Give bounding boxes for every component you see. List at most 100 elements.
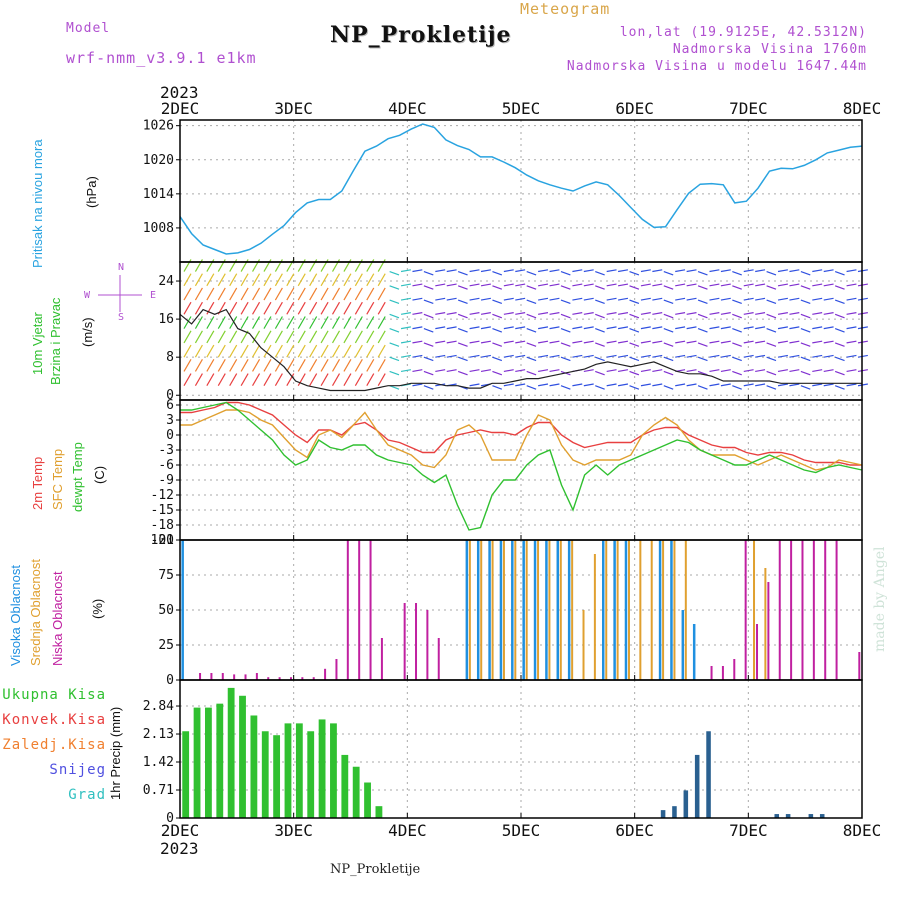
wind-barb: [400, 297, 412, 301]
y-tick-label: 0: [166, 428, 174, 443]
wind-barb: [538, 269, 549, 273]
wind-barb: [252, 330, 261, 344]
wind-barb: [229, 344, 238, 358]
wind-barb: [435, 340, 446, 344]
y-tick-label: 0.71: [143, 783, 174, 798]
wind-barb: [515, 312, 526, 315]
wind-barb: [572, 312, 583, 315]
wind-barb: [777, 354, 788, 358]
y-tick-label: -12: [151, 488, 174, 503]
wind-barb: [595, 313, 605, 319]
precip-bar-rain: [364, 782, 371, 818]
wind-barb: [640, 269, 651, 273]
wind-barb: [457, 356, 468, 362]
wind-barb: [732, 370, 742, 376]
grid-layer: [180, 120, 862, 819]
wind-barb: [366, 259, 375, 272]
wind-barb: [194, 359, 203, 372]
wind-barb: [652, 297, 663, 301]
wind-barb: [217, 287, 226, 301]
wind-barb: [652, 312, 663, 315]
wind-barb: [446, 369, 457, 373]
model-name: wrf-nmm_v3.9.1 e1km: [66, 49, 257, 67]
wind-barb: [217, 259, 226, 272]
wind-barb: [595, 385, 605, 390]
wind-barb: [686, 269, 697, 273]
wind-barb: [834, 313, 845, 319]
wind-barb: [732, 285, 742, 290]
wind-barb: [331, 301, 341, 315]
wind-barb: [263, 373, 272, 387]
wind-barb: [812, 383, 823, 387]
wind-barb: [755, 340, 766, 344]
wind-barb: [663, 299, 674, 305]
wind-barb: [492, 328, 503, 333]
wind-barb: [183, 273, 192, 287]
wind-barb: [686, 354, 697, 358]
wind-speed-line: [179, 308, 862, 392]
wind-barb: [446, 326, 457, 330]
wind-barb: [389, 342, 400, 347]
wind-barb: [663, 356, 674, 362]
wind-barb: [629, 285, 640, 290]
pressure-line: [179, 123, 863, 255]
wind-barb: [606, 283, 617, 287]
y-tick-label: 50: [158, 603, 174, 618]
wind-barb: [823, 340, 834, 344]
wind-barb: [766, 313, 777, 319]
wind-barb: [606, 326, 617, 330]
wind-barb: [389, 313, 400, 319]
y-tick-label: 1026: [143, 119, 174, 134]
wind-barb: [743, 354, 754, 358]
wind-barb: [549, 369, 560, 373]
model-label: Model: [66, 21, 111, 36]
wind-barb: [732, 313, 742, 319]
wind-barb: [777, 383, 788, 387]
compass-e: E: [150, 290, 156, 301]
wind-barb: [423, 385, 434, 390]
wind-barb: [800, 370, 811, 376]
wind-barb: [206, 301, 215, 315]
wind-barb: [720, 269, 731, 273]
y-tick-label: 3: [166, 413, 174, 428]
wind-barb: [366, 287, 375, 301]
wind-barb: [789, 326, 800, 330]
wind-barb: [194, 330, 203, 344]
wind-barb: [263, 359, 272, 372]
precip-bar-rain: [318, 719, 326, 818]
wind-barb: [572, 383, 583, 387]
y-tick-label: 24: [158, 274, 174, 289]
wind-barb: [320, 259, 329, 272]
wind-barb: [274, 359, 283, 372]
wind-barb: [297, 273, 306, 287]
x-tick-label-bottom: 5DEC: [502, 821, 541, 840]
wind-barb: [320, 359, 329, 372]
wind-barb: [675, 283, 686, 287]
wind-barb: [640, 283, 651, 287]
wind-barb: [354, 316, 363, 329]
wind-barb: [400, 369, 412, 373]
wind-barb: [377, 330, 386, 344]
precip-bar-rain: [330, 723, 337, 818]
wind-barb: [526, 385, 537, 390]
wind-barb: [229, 301, 238, 315]
wind-barb: [217, 330, 226, 344]
wind-barb: [617, 283, 629, 287]
wind-barb: [560, 270, 571, 276]
wind-barb: [709, 369, 720, 373]
wind-barb: [354, 344, 363, 358]
wind-barb: [800, 342, 811, 347]
wind-barb: [423, 370, 434, 376]
wind-barb: [503, 340, 514, 344]
wind-barb: [366, 273, 375, 287]
wind-barb: [297, 316, 306, 329]
wind-barb: [629, 313, 640, 319]
wind-barb: [423, 356, 434, 362]
wind-barb: [423, 285, 434, 290]
y-tick-label: 6: [166, 398, 174, 413]
y-tick-label: 100: [151, 533, 174, 548]
precip-bar-rain: [307, 731, 315, 818]
wind-barb: [709, 354, 720, 358]
precip-bar-rain: [227, 687, 235, 818]
wind-barb: [663, 328, 674, 333]
